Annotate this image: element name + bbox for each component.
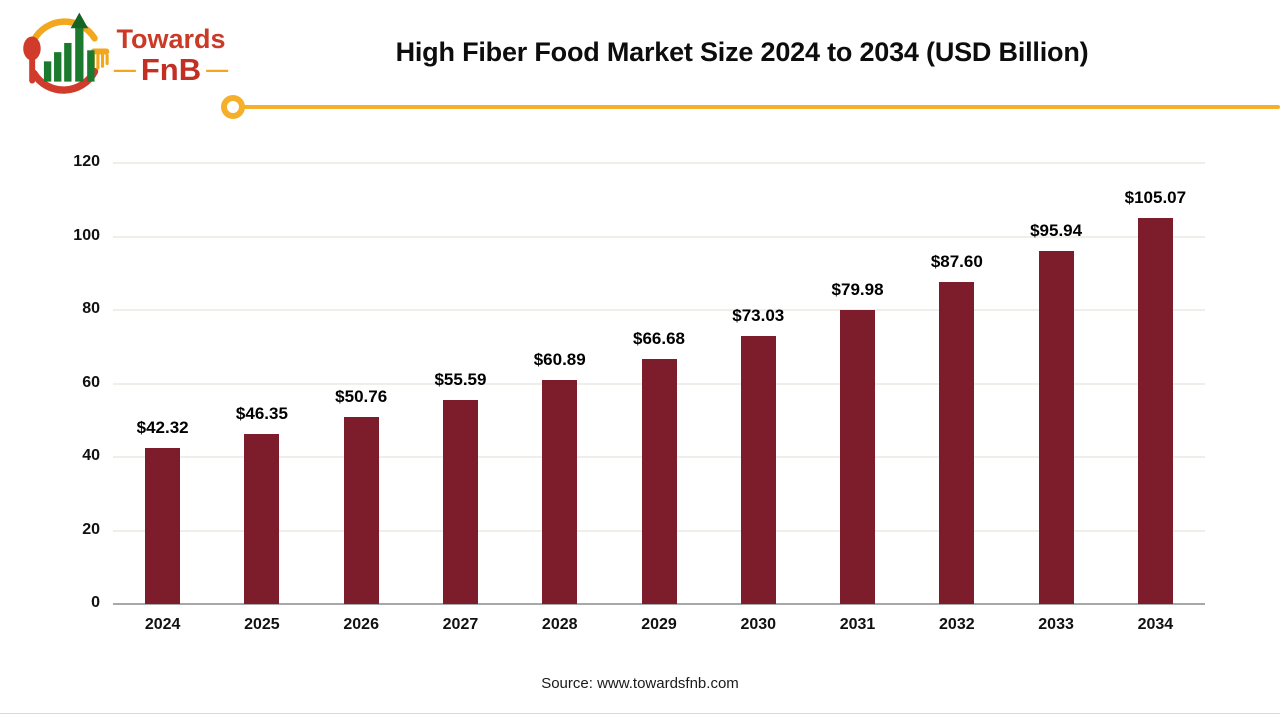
bar-2024 — [145, 448, 181, 604]
y-axis-label: 60 — [82, 373, 100, 391]
bar-2030 — [740, 335, 776, 604]
bar-2031 — [840, 310, 876, 604]
x-axis-label: 2030 — [740, 616, 777, 633]
bar-2034 — [1137, 217, 1173, 604]
brand-name-bottom: — FnB — — [106, 54, 236, 86]
bar-value-label: $66.68 — [633, 328, 685, 348]
footer-divider — [0, 713, 1280, 714]
x-axis-label: 2026 — [343, 616, 379, 633]
x-axis-label: 2029 — [641, 616, 677, 633]
bar-value-label: $73.03 — [732, 305, 785, 325]
x-axis-label: 2034 — [1137, 616, 1174, 633]
bar-value-label: $55.59 — [434, 369, 487, 389]
bar-value-label: $87.60 — [930, 252, 983, 272]
bar-value-label: $46.35 — [235, 403, 288, 423]
x-axis-label: 2027 — [442, 616, 479, 633]
bar-2033 — [1038, 251, 1074, 604]
brand-name: Towards — FnB — — [106, 24, 236, 86]
brand-logo: Towards — FnB — — [20, 8, 230, 100]
x-axis-label: 2028 — [541, 616, 578, 633]
bar-value-label: $42.32 — [136, 418, 189, 438]
x-axis-label: 2032 — [939, 616, 975, 633]
bar-value-label: $79.98 — [831, 280, 884, 300]
gridline — [113, 162, 1205, 164]
bar-value-label: $60.89 — [533, 350, 586, 370]
bar-2028 — [542, 380, 578, 604]
x-axis-label: 2033 — [1038, 616, 1074, 633]
gridline — [113, 235, 1205, 238]
page-title: High Fiber Food Market Size 2024 to 2034… — [395, 37, 1089, 67]
y-axis-label: 0 — [91, 594, 100, 611]
bar-2032 — [939, 282, 975, 604]
bar-value-label: $95.94 — [1030, 221, 1083, 241]
brand-name-top: Towards — [116, 24, 226, 54]
x-axis-label: 2025 — [244, 616, 280, 633]
logo-emblem-icon — [23, 12, 110, 94]
brand-name-bottom-label: FnB — [140, 52, 202, 87]
x-axis-label: 2031 — [839, 616, 876, 633]
bar-2025 — [244, 433, 280, 604]
bar-value-label: $105.07 — [1124, 187, 1187, 207]
gridline — [113, 309, 1205, 311]
accent-divider — [243, 105, 1280, 109]
source-note: Source: www.towardsfnb.com — [541, 675, 739, 692]
bar-2027 — [442, 399, 478, 604]
y-axis-label: 80 — [82, 300, 100, 317]
bar-value-label: $50.76 — [335, 387, 388, 407]
bar-2026 — [343, 417, 379, 604]
x-axis-line — [113, 603, 1205, 605]
x-axis-label: 2024 — [144, 616, 181, 633]
accent-divider-dot-icon — [221, 95, 245, 119]
bar-2029 — [641, 358, 677, 604]
y-axis-label: 100 — [73, 226, 100, 244]
dash-icon: — — [113, 57, 136, 82]
y-axis-label: 120 — [73, 153, 100, 170]
y-axis-label: 40 — [82, 447, 100, 464]
y-axis-label: 20 — [82, 520, 100, 538]
dash-icon: — — [206, 57, 229, 82]
